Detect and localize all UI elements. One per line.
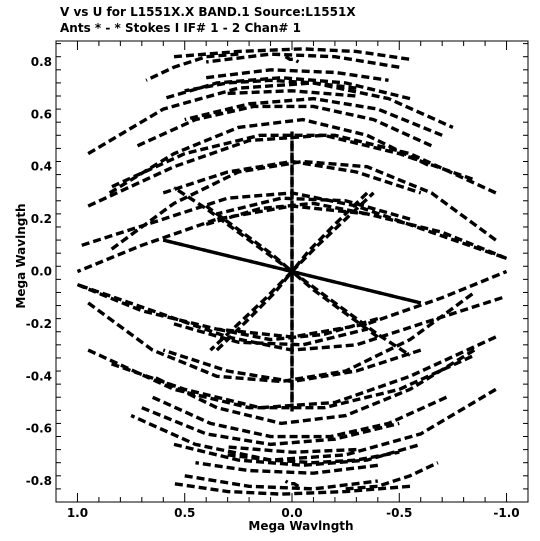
x-tick-label: -1.0 (493, 506, 519, 520)
ticks-layer (55, 41, 529, 503)
uv-track-conjugate-series-1-7 (290, 191, 375, 273)
uv-track-conjugate-series-0-19 (151, 395, 448, 439)
uv-track-conjugate-series-0-15 (184, 78, 357, 93)
uv-track-conjugate-series-0-1 (173, 481, 411, 496)
plot-subtitle: Ants * - * Stokes I IF# 1 - 2 Chan# 1 (60, 21, 301, 35)
uv-track-series-1-0 (205, 204, 294, 273)
uv-track-conjugate-series-1-1 (173, 186, 294, 273)
uv-track-series-0-2 (205, 68, 389, 82)
y-axis-label: Mega Wavlngth (14, 203, 28, 308)
uv-tracks-layer (76, 47, 508, 496)
y-tick-label: -0.8 (26, 474, 52, 488)
uv-track-conjugate-series-1-0 (290, 270, 379, 339)
uv-track-series-1-3 (291, 269, 422, 305)
uv-track-series-0-14 (184, 474, 379, 491)
uv-track-conjugate-series-1-3 (162, 238, 293, 274)
tick-labels-layer: 1.0 0.5 0.0 -0.5 -1.0 0.8 0.6 0.4 0.2 0.0 -0.2 -0.4… (26, 55, 520, 520)
uv-track-series-0-15 (227, 450, 400, 465)
uv-track-conjugate-series-0-3 (227, 445, 357, 454)
y-tick-label: -0.6 (26, 422, 52, 436)
uv-track-conjugate-series-0-11 (108, 133, 497, 195)
uv-track-series-1-6 (290, 191, 369, 273)
y-tick-label: 0.8 (31, 55, 52, 69)
uv-track-conjugate-series-0-17 (108, 159, 497, 252)
uv-track-conjugate-series-0-16 (145, 52, 239, 82)
x-tick-label: 0.0 (281, 506, 302, 520)
y-tick-label: 0.6 (31, 107, 52, 121)
uv-track-series-0-0 (284, 55, 300, 64)
uv-track-conjugate-series-0-12 (184, 96, 443, 137)
y-tick-label: 0.2 (31, 212, 52, 226)
uv-track-conjugate-series-0-4 (130, 387, 497, 462)
uv-track-series-0-4 (87, 81, 454, 156)
uv-track-series-0-12 (141, 406, 400, 447)
uv-track-conjugate-series-1-6 (215, 270, 294, 352)
uv-track-series-0-7 (205, 201, 368, 226)
uv-track-series-0-18 (108, 117, 433, 195)
uv-track-conjugate-series-0-10 (216, 196, 411, 221)
uv-track-series-0-3 (227, 89, 357, 98)
uv-track-series-0-10 (173, 322, 368, 347)
uv-track-series-0-11 (87, 348, 476, 410)
uv-track-series-0-16 (345, 461, 439, 491)
uv-track-conjugate-series-0-18 (151, 348, 476, 426)
x-axis-label: Mega Wavlngth (248, 519, 353, 533)
uv-track-series-0-17 (87, 291, 476, 384)
x-tick-label: 1.0 (67, 506, 88, 520)
uv-track-conjugate-series-0-14 (205, 52, 400, 69)
x-tick-label: -0.5 (386, 506, 412, 520)
y-tick-label: -0.4 (26, 369, 52, 383)
uv-track-series-1-7 (209, 270, 294, 352)
uv-track-series-0-19 (136, 104, 433, 148)
uv-track-series-1-1 (290, 270, 411, 357)
x-tick-label: 0.5 (174, 506, 195, 520)
plot-title: V vs U for L1551X.X BAND.1 Source:L1551X (60, 5, 356, 19)
uv-track-conjugate-series-0-0 (284, 479, 300, 488)
uv-track-conjugate-series-0-7 (216, 317, 379, 342)
y-tick-label: 0.4 (31, 160, 52, 174)
uv-track-conjugate-series-0-2 (195, 461, 379, 475)
y-tick-label: -0.2 (26, 317, 52, 331)
y-tick-label: 0.0 (31, 265, 52, 279)
uv-track-series-0-1 (173, 47, 411, 62)
